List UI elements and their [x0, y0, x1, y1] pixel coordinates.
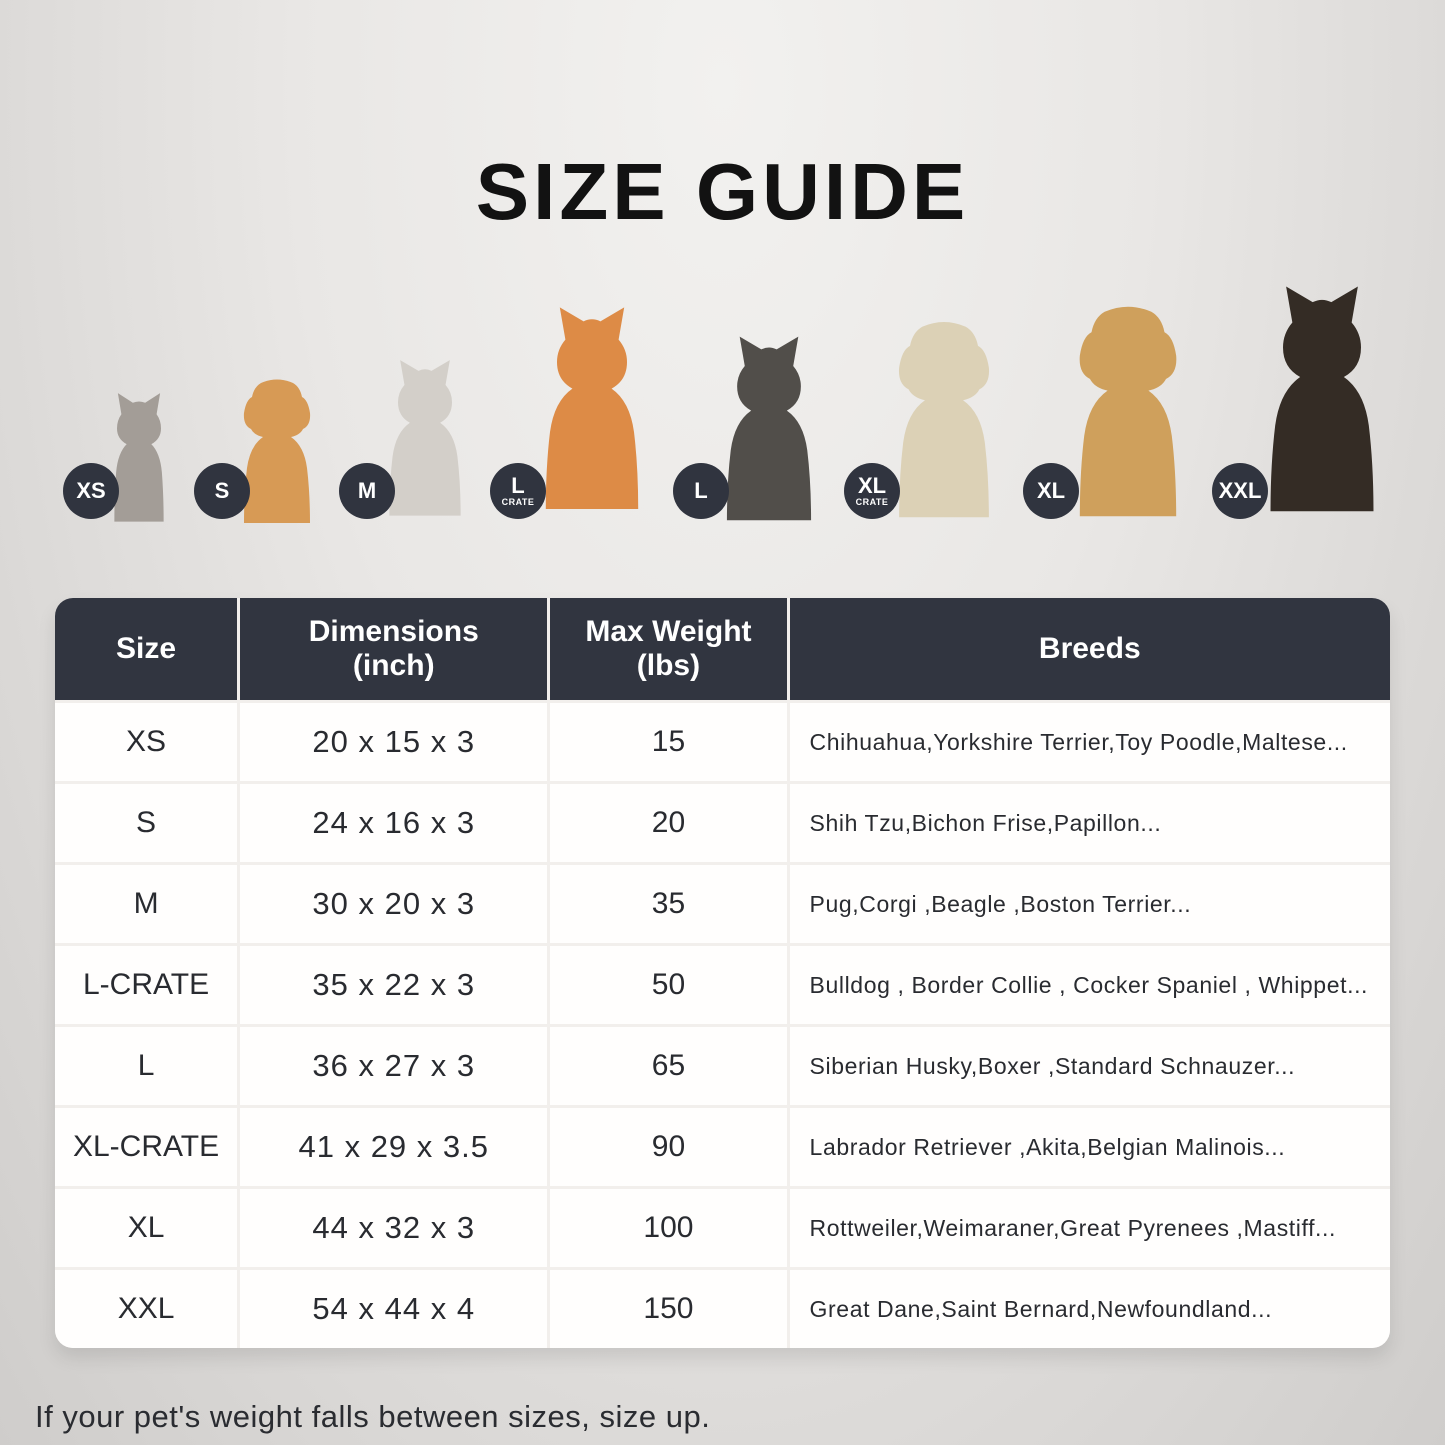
cell-max-weight: 35 [550, 865, 787, 943]
column-header-dimensions: Dimensions (inch) [240, 598, 548, 700]
pet-size-lineup: XS S M L CRATE L XL CRATE [63, 255, 1400, 533]
header-line: Dimensions [308, 614, 479, 648]
badge-sublabel: CRATE [501, 497, 535, 507]
pet-figure-doberman: XXL [1212, 271, 1400, 533]
header-line: Max Weight [585, 614, 752, 648]
size-badge-l-crate: L CRATE [490, 463, 546, 519]
cell-size: XS [55, 703, 238, 781]
cell-breeds: Great Dane,Saint Bernard,Newfoundland... [789, 1270, 1390, 1348]
badge-label: XXL [1218, 478, 1262, 503]
cell-max-weight: 20 [550, 784, 787, 862]
cell-size: S [55, 784, 238, 862]
cell-breeds: Rottweiler,Weimaraner,Great Pyrenees ,Ma… [789, 1189, 1390, 1267]
pet-figure-french-bulldog: M [339, 347, 479, 533]
badge-sublabel: CRATE [855, 497, 889, 507]
size-badge-xl: XL [1023, 463, 1079, 519]
column-header-max-weight: Max Weight (lbs) [550, 598, 787, 700]
cell-dimensions: 30 x 20 x 3 [240, 865, 548, 943]
pet-figure-pomeranian: S [194, 373, 328, 533]
badge-label: M [357, 478, 377, 503]
cell-breeds: Labrador Retriever ,Akita,Belgian Malino… [789, 1108, 1390, 1186]
badge-label: XS [76, 478, 106, 503]
cell-dimensions: 24 x 16 x 3 [240, 784, 548, 862]
cell-dimensions: 36 x 27 x 3 [240, 1027, 548, 1105]
size-badge-xl-crate: XL CRATE [844, 463, 900, 519]
badge-label: XL [1036, 478, 1066, 503]
column-header-breeds: Breeds [789, 598, 1390, 700]
badge-label: S [214, 478, 230, 503]
cell-size: XXL [55, 1270, 238, 1348]
cell-dimensions: 35 x 22 x 3 [240, 946, 548, 1024]
sizing-advice-note: If your pet's weight falls between sizes… [35, 1399, 711, 1434]
cell-breeds: Chihuahua,Yorkshire Terrier,Toy Poodle,M… [789, 703, 1390, 781]
size-badge-s: S [194, 463, 250, 519]
pet-figure-golden-retriever: XL [1023, 295, 1201, 533]
cell-size: L-CRATE [55, 946, 238, 1024]
cell-size: M [55, 865, 238, 943]
page-title: SIZE GUIDE [475, 146, 970, 236]
cell-size: XL-CRATE [55, 1108, 238, 1186]
cell-size: L [55, 1027, 238, 1105]
pet-figure-border-collie: L [673, 329, 833, 533]
size-badge-xxl: XXL [1212, 463, 1268, 519]
badge-label: XL [857, 473, 887, 498]
badge-label: L [511, 473, 525, 498]
size-badge-m: M [339, 463, 395, 519]
size-guide-table: Size Dimensions (inch) Max Weight (lbs) … [55, 598, 1390, 1348]
cell-breeds: Shih Tzu,Bichon Frise,Papillon... [789, 784, 1390, 862]
header-subline: (lbs) [636, 649, 701, 682]
header-subline: (inch) [352, 649, 435, 682]
badge-label: L [694, 478, 708, 503]
header-line: Breeds [1038, 631, 1141, 665]
size-badge-xs: XS [63, 463, 119, 519]
cell-max-weight: 15 [550, 703, 787, 781]
cell-max-weight: 50 [550, 946, 787, 1024]
cell-dimensions: 41 x 29 x 3.5 [240, 1108, 548, 1186]
cell-dimensions: 54 x 44 x 4 [240, 1270, 548, 1348]
pet-figure-shiba-inu: L CRATE [490, 289, 662, 533]
cell-max-weight: 150 [550, 1270, 787, 1348]
size-badge-l: L [673, 463, 729, 519]
cell-dimensions: 20 x 15 x 3 [240, 703, 548, 781]
cell-dimensions: 44 x 32 x 3 [240, 1189, 548, 1267]
cell-breeds: Siberian Husky,Boxer ,Standard Schnauzer… [789, 1027, 1390, 1105]
cell-breeds: Pug,Corgi ,Beagle ,Boston Terrier... [789, 865, 1390, 943]
column-header-size: Size [55, 598, 238, 700]
cell-breeds: Bulldog , Border Collie , Cocker Spaniel… [789, 946, 1390, 1024]
pet-figure-cat: XS [63, 387, 183, 533]
pet-figure-labrador: XL CRATE [844, 311, 1012, 533]
cell-max-weight: 65 [550, 1027, 787, 1105]
cell-max-weight: 90 [550, 1108, 787, 1186]
header-line: Size [116, 631, 177, 665]
cell-size: XL [55, 1189, 238, 1267]
cell-max-weight: 100 [550, 1189, 787, 1267]
